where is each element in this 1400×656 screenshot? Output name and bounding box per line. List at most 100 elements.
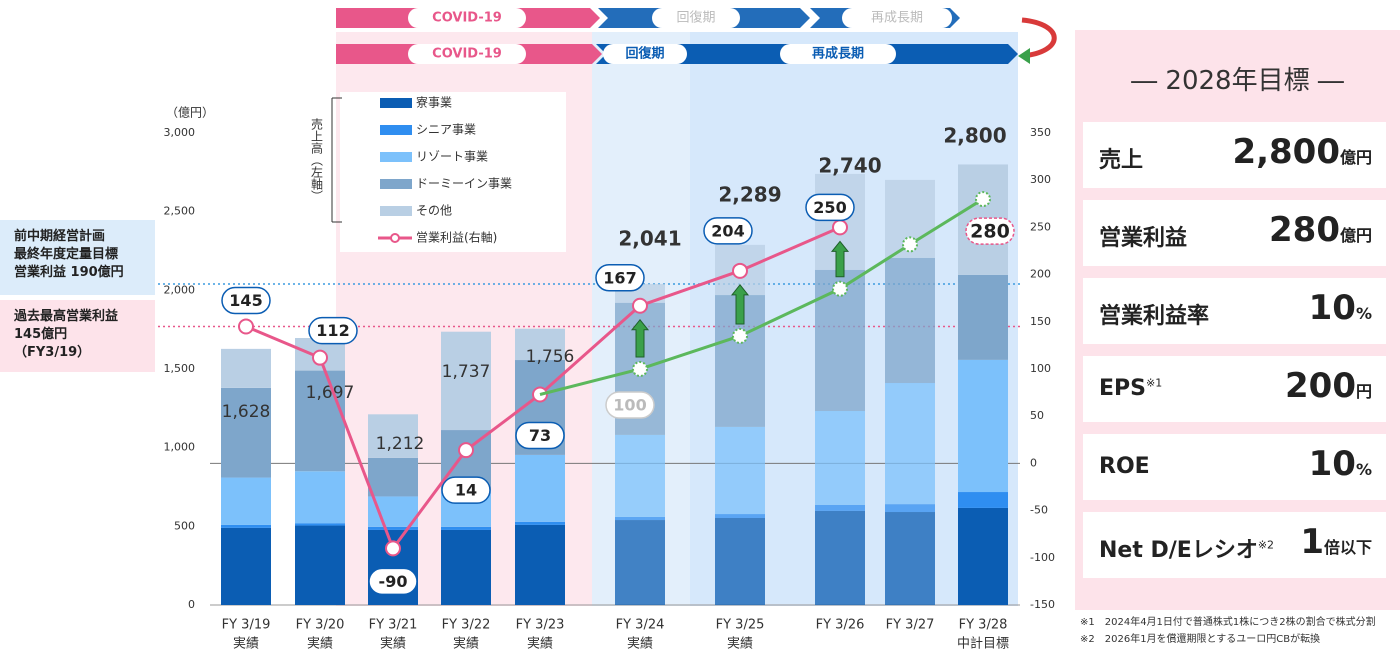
total-label: 1,628 xyxy=(222,402,271,422)
label-pill xyxy=(595,264,645,292)
bar-segment xyxy=(221,387,271,478)
target-unit: 円 xyxy=(1355,382,1372,401)
target-row: ROE 10% xyxy=(1083,434,1386,500)
bar-segment xyxy=(615,434,665,517)
annotation-line: （FY3/19） xyxy=(14,345,91,360)
legend-label: シニア事業 xyxy=(416,123,476,137)
bar-segment xyxy=(715,426,765,515)
target-number: 1 xyxy=(1300,522,1324,562)
y-tick-label: 0 xyxy=(188,598,195,611)
y2-tick-label: -100 xyxy=(1030,551,1055,564)
bar-segment xyxy=(221,527,271,605)
target-unit: 倍以下 xyxy=(1323,538,1372,557)
bar-segment xyxy=(295,525,345,605)
phase-label: 再成長期 xyxy=(812,46,864,62)
phase-label: 回復期 xyxy=(676,10,715,26)
y-tick-label: 2,500 xyxy=(164,205,196,218)
bar-segment xyxy=(295,471,345,524)
marker xyxy=(902,236,918,253)
value-label: 100 xyxy=(613,396,646,415)
legend-swatch xyxy=(380,125,412,135)
total-label: 1,737 xyxy=(442,362,491,382)
growth-arrow xyxy=(830,240,850,278)
value-label: 167 xyxy=(603,268,636,287)
label-pill xyxy=(441,476,491,504)
bar-segment xyxy=(515,328,565,361)
y2-tick-label: 300 xyxy=(1030,173,1051,186)
legend-marker xyxy=(390,233,400,243)
bar-segment xyxy=(885,512,935,605)
target-label-text: 営業利益 xyxy=(1099,226,1188,251)
growth-arrow xyxy=(730,284,750,325)
y2-tick-label: -50 xyxy=(1030,504,1048,517)
legend-label: 営業利益(右軸) xyxy=(416,230,497,245)
cycle-arrow xyxy=(1021,17,1057,59)
legend-box xyxy=(340,92,566,252)
target-label-text: ROE xyxy=(1099,454,1150,479)
bar-segment xyxy=(815,411,865,505)
marker xyxy=(832,280,848,297)
target-row: 売上 2,800億円 xyxy=(1083,122,1386,188)
bar-segment xyxy=(441,529,491,605)
x-tick-label: FY 3/21 xyxy=(369,618,418,633)
total-label: 1,756 xyxy=(526,347,575,367)
phase-row-1: COVID-19 回復期 再成長期 xyxy=(336,8,960,28)
target-label-text: 営業利益率 xyxy=(1099,304,1210,329)
y-tick-label: 1,000 xyxy=(164,441,196,454)
bar-segment xyxy=(295,523,345,526)
label-pill xyxy=(805,193,855,222)
target-label-text: EPS xyxy=(1099,376,1146,401)
legend-bracket xyxy=(331,97,342,223)
label-pill xyxy=(703,217,753,245)
bar-segment xyxy=(368,457,418,497)
x-tick-label: FY 3/24 xyxy=(616,618,665,633)
bar-segment xyxy=(368,526,418,530)
y2-tick-label: 200 xyxy=(1030,268,1051,281)
cycle-arrow-head xyxy=(1018,48,1030,64)
bar-segment xyxy=(441,526,491,530)
bar-segment xyxy=(515,521,565,525)
target-number: 2,800 xyxy=(1232,132,1340,172)
target-number: 10 xyxy=(1308,444,1356,484)
target-unit: % xyxy=(1355,304,1372,323)
marker xyxy=(632,297,648,314)
target-label: 営業利益率 xyxy=(1099,298,1209,330)
marker xyxy=(632,361,648,377)
x-tick-label: FY 3/26 xyxy=(816,618,865,633)
bar-segment xyxy=(715,517,765,605)
marker xyxy=(238,318,254,335)
bar-segment xyxy=(885,504,935,513)
total-label: 1,212 xyxy=(376,434,425,454)
value-label: 145 xyxy=(229,291,262,310)
value-label: 250 xyxy=(813,198,846,217)
annotation-line: 最終年度定量目標 xyxy=(14,247,119,262)
y2-tick-label: 0 xyxy=(1030,456,1037,469)
phase-label: 再成長期 xyxy=(871,11,923,26)
x-tick-label: FY 3/27 xyxy=(886,618,935,633)
target-label: ROE xyxy=(1099,454,1150,479)
target-label: Net D/Eレシオ※2 xyxy=(1099,532,1274,564)
x-tick-label: FY 3/20 xyxy=(296,618,345,633)
label-pill xyxy=(221,286,271,315)
marker xyxy=(732,262,748,279)
axis-note: 売上高（左軸） xyxy=(310,117,324,202)
total-label: 2,041 xyxy=(618,227,681,251)
x-tick-label: FY 3/25 xyxy=(716,618,765,633)
bar-segment xyxy=(958,274,1008,360)
y2-tick-label: 50 xyxy=(1030,409,1044,422)
target-value: 10% xyxy=(1309,288,1372,328)
bar-segment xyxy=(221,524,271,528)
x-sublabel: 中計目標 xyxy=(957,636,1009,652)
line xyxy=(539,197,984,396)
bar-segment xyxy=(615,520,665,605)
bar-segment xyxy=(958,492,1008,508)
x-tick-label: FY 3/28 xyxy=(959,618,1008,633)
target-value: 2,800億円 xyxy=(1232,132,1372,172)
bar-segment xyxy=(885,257,935,384)
target-panel: ― 2028年目標 ― 売上 2,800億円 営業利益 280億円 営業利益率 10% EP… xyxy=(1075,30,1400,610)
bar-segment xyxy=(815,504,865,511)
y2-tick-label: 150 xyxy=(1030,315,1051,328)
x-sublabel: 実績 xyxy=(627,636,653,652)
bar-segment xyxy=(441,331,491,431)
